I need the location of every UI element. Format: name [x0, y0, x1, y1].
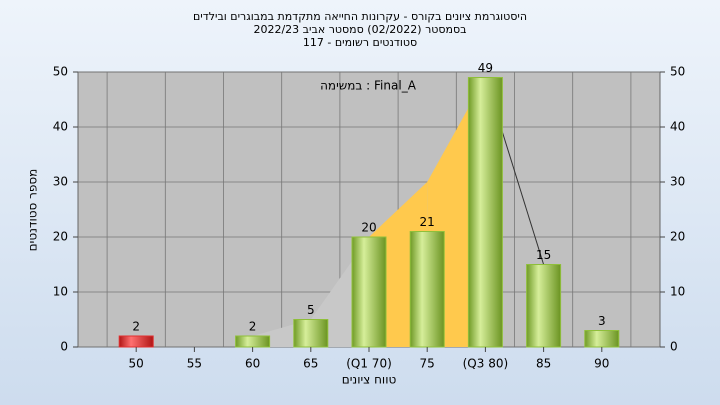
x-tick-label: 90 [594, 357, 609, 371]
data-label: 15 [536, 248, 551, 262]
bar [409, 231, 445, 348]
data-label: 20 [361, 221, 376, 235]
bar [118, 335, 154, 348]
bar [584, 330, 620, 348]
y-tick-label: 0 [60, 340, 68, 354]
x-tick-label: 60 [245, 357, 260, 371]
data-label: 2 [249, 320, 257, 334]
bar [526, 264, 562, 348]
data-label: 5 [307, 303, 315, 317]
x-tick-label: (Q1 70) [346, 357, 392, 371]
chart-subtitle: בסמסטר (02/2022) סמסטר אביב 2022/23 [253, 23, 466, 36]
y2-tick-label: 20 [670, 230, 685, 244]
y-tick-label: 20 [53, 230, 68, 244]
data-label: 21 [420, 215, 435, 229]
x-axis-title: טווח ציונים [342, 373, 397, 387]
bar [235, 335, 271, 348]
chart-subtitle: סטודנטים רשומים - 117 [303, 36, 417, 49]
y2-tick-label: 30 [670, 175, 685, 189]
x-tick-label: 85 [536, 357, 551, 371]
x-tick-label: 50 [129, 357, 144, 371]
y-tick-label: 50 [53, 65, 68, 79]
y-tick-label: 10 [53, 285, 68, 299]
y2-tick-label: 40 [670, 120, 685, 134]
data-label: 49 [478, 61, 493, 75]
chart-title: היסטוגרמת ציונים בקורס - עקרונות החייאה … [193, 10, 527, 23]
bar [351, 236, 387, 348]
y2-tick-label: 10 [670, 285, 685, 299]
bar [293, 319, 329, 348]
y-tick-label: 40 [53, 120, 68, 134]
bar [467, 77, 503, 348]
y2-tick-label: 50 [670, 65, 685, 79]
x-tick-label: 55 [187, 357, 202, 371]
y2-tick-label: 0 [670, 340, 678, 354]
y-tick-label: 30 [53, 175, 68, 189]
annotation: Final_A : במשימה [320, 79, 417, 93]
x-tick-label: 65 [303, 357, 318, 371]
y-axis-title: מספר סטודנטים [26, 169, 40, 252]
data-label: 2 [132, 320, 140, 334]
x-tick-label: (Q3 80) [463, 357, 509, 371]
data-label: 3 [598, 314, 606, 328]
x-tick-label: 75 [420, 357, 435, 371]
